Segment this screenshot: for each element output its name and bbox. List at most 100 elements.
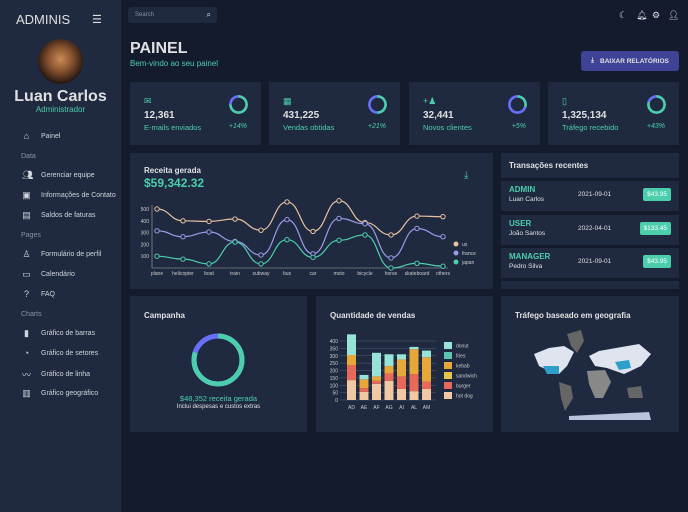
point-japan[interactable] [206, 261, 212, 267]
bar-AG-donut[interactable] [384, 354, 394, 367]
x-tick-label: horse [385, 271, 398, 277]
point-france[interactable] [440, 234, 446, 240]
point-france[interactable] [206, 229, 212, 235]
bar-AI-hot-dog[interactable] [397, 388, 406, 400]
sidebar-item-receipt[interactable]: ▤ Saldos de faturas [22, 210, 120, 221]
legend-label: us [462, 242, 468, 248]
sidebar-item-people[interactable]: 👥︎ Gerenciar equipe [22, 170, 120, 181]
point-us[interactable] [258, 227, 264, 233]
point-france[interactable] [362, 221, 368, 227]
point-us[interactable] [310, 228, 316, 235]
point-us[interactable] [180, 218, 186, 224]
point-france[interactable] [258, 252, 264, 258]
profile-icon[interactable]: 👤︎ [668, 10, 680, 20]
bar-AE-burger[interactable] [359, 388, 369, 392]
map-china [615, 360, 631, 370]
map-usa [543, 366, 559, 374]
stat-card: ▦ 431,225 Vendas obtidas +21% [269, 82, 400, 145]
bar-AL-hot-dog[interactable] [409, 391, 419, 400]
sidebar-item-pie-chart[interactable]: ◔ Gráfico de setores [22, 348, 120, 358]
bar-AI-kebab[interactable] [397, 359, 406, 377]
bar-AD-donut[interactable] [347, 334, 356, 356]
bar-AE-donut[interactable] [359, 374, 369, 380]
point-japan[interactable] [154, 253, 160, 259]
bar-AG-hot-dog[interactable] [384, 380, 394, 400]
point-us[interactable] [206, 218, 212, 225]
point-france[interactable] [336, 215, 342, 222]
revenue-amount: $59,342.32 [144, 176, 205, 190]
bar-AM-hot-dog[interactable] [422, 388, 431, 400]
bar-AF-burger[interactable] [372, 380, 381, 384]
bar-AF-hot-dog[interactable] [372, 383, 381, 400]
sidebar-item-person[interactable]: ♙ Formulário de perfil [22, 249, 120, 260]
bar-AM-donut[interactable] [422, 350, 431, 358]
help-icon: ? [23, 289, 29, 299]
sidebar-item-label: FAQ [41, 290, 56, 298]
point-us[interactable] [232, 216, 238, 222]
map-eurasia [589, 344, 651, 374]
search-icon[interactable]: ⌕ [206, 10, 211, 19]
sidebar-item-map[interactable]: ▥ Gráfico geográfico [22, 388, 120, 399]
point-france[interactable] [284, 216, 290, 223]
y-tick-label: 250 [330, 361, 339, 367]
menu-toggle-icon[interactable]: ☰ [92, 14, 102, 26]
contacts-icon: ▣ [22, 190, 31, 200]
sidebar-item-help[interactable]: ? FAQ [22, 289, 120, 299]
bar-AM-burger[interactable] [422, 381, 431, 389]
point-japan[interactable] [284, 236, 290, 243]
bar-AI-donut[interactable] [397, 354, 406, 360]
point-france[interactable] [388, 255, 394, 261]
bar-AD-burger[interactable] [347, 365, 356, 381]
point-us[interactable] [336, 198, 342, 204]
point-japan[interactable] [336, 237, 342, 243]
page-title: PAINEL [130, 40, 188, 57]
bar-AF-donut[interactable] [372, 352, 381, 377]
bar-AE-hot-dog[interactable] [359, 391, 369, 400]
transaction-row-partial [501, 281, 679, 289]
download-revenue-icon[interactable]: ⤓ [464, 170, 469, 181]
sidebar-item-calendar[interactable]: ▭ Calendário [22, 269, 120, 280]
search-input[interactable]: Search ⌕ [128, 7, 217, 23]
settings-icon[interactable]: ⚙ [652, 10, 661, 20]
bar-AD-kebab[interactable] [347, 355, 356, 366]
point-us[interactable] [414, 213, 420, 219]
sidebar-item-home[interactable]: ⌂ Painel [22, 131, 120, 141]
point-japan[interactable] [440, 263, 446, 269]
point-france[interactable] [180, 234, 186, 240]
point-japan[interactable] [258, 261, 264, 267]
point-japan[interactable] [362, 232, 368, 238]
point-us[interactable] [154, 206, 160, 212]
revenue-card: Receita gerada $59,342.32 ⤓ 100 200 300 400… [130, 153, 493, 289]
point-france[interactable] [154, 228, 160, 234]
sidebar-item-line-chart[interactable]: 〰 Gráfico de linha [22, 368, 120, 381]
dark-mode-icon[interactable]: ☾ [619, 10, 628, 20]
x-tick-label: boat [204, 271, 214, 277]
sidebar-section-title: Data [21, 153, 36, 160]
x-tick-label: car [310, 271, 317, 277]
point-france[interactable] [414, 225, 420, 232]
bar-AG-burger[interactable] [384, 373, 394, 381]
bar-AE-kebab[interactable] [359, 379, 369, 389]
bar-AF-kebab[interactable] [372, 376, 381, 381]
point-japan[interactable] [414, 260, 420, 266]
bar-AL-burger[interactable] [409, 374, 419, 392]
point-japan[interactable] [180, 256, 186, 262]
bar-AL-donut[interactable] [409, 346, 419, 350]
bar-AI-burger[interactable] [397, 376, 406, 389]
stat-value: 32,441 [423, 110, 454, 121]
point-japan[interactable] [310, 254, 316, 261]
download-reports-button[interactable]: ⤓ BAIXAR RELATÓRIOS [581, 51, 679, 71]
point-japan[interactable] [232, 239, 238, 245]
point-japan[interactable] [388, 265, 394, 271]
bar-AL-kebab[interactable] [409, 349, 419, 375]
point-us[interactable] [440, 213, 446, 220]
sidebar-item-bar-chart[interactable]: ▮ Gráfico de barras [22, 328, 120, 339]
point-us[interactable] [284, 199, 290, 205]
bar-AM-kebab[interactable] [422, 357, 431, 382]
bar-AG-kebab[interactable] [384, 366, 394, 374]
sidebar-item-contacts[interactable]: ▣ Informações de Contato [22, 190, 120, 201]
bar-AD-hot-dog[interactable] [347, 380, 356, 400]
stat-label: Tráfego recebido [562, 123, 619, 132]
point-us[interactable] [388, 232, 394, 238]
notifications-icon[interactable]: 🔔︎ [636, 10, 648, 20]
